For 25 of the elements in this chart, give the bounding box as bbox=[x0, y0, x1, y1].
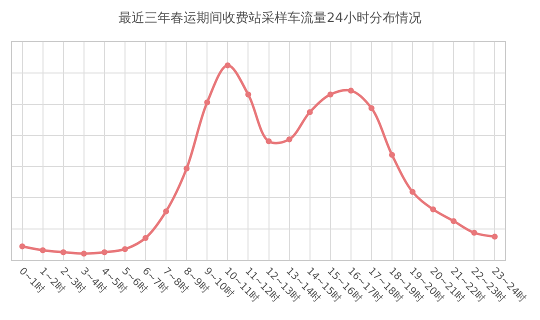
point bbox=[368, 105, 374, 112]
point bbox=[389, 152, 396, 158]
point bbox=[101, 249, 108, 256]
chart-title: 最近三年春运期间收费站采样车流量24小时分布情况 bbox=[118, 10, 422, 26]
point bbox=[19, 243, 26, 250]
point bbox=[471, 230, 478, 236]
point bbox=[286, 136, 292, 142]
point bbox=[163, 208, 170, 214]
point bbox=[224, 62, 231, 68]
point bbox=[245, 92, 252, 98]
point bbox=[327, 92, 334, 98]
point bbox=[348, 88, 354, 94]
point bbox=[80, 250, 87, 257]
point bbox=[142, 235, 149, 242]
point bbox=[122, 246, 128, 252]
point bbox=[410, 188, 416, 195]
point bbox=[266, 138, 272, 144]
point bbox=[184, 166, 190, 172]
point bbox=[306, 109, 313, 116]
point bbox=[204, 99, 210, 106]
point bbox=[40, 247, 46, 254]
point bbox=[492, 234, 498, 240]
point bbox=[430, 206, 436, 212]
point bbox=[450, 218, 457, 224]
point bbox=[60, 249, 66, 256]
